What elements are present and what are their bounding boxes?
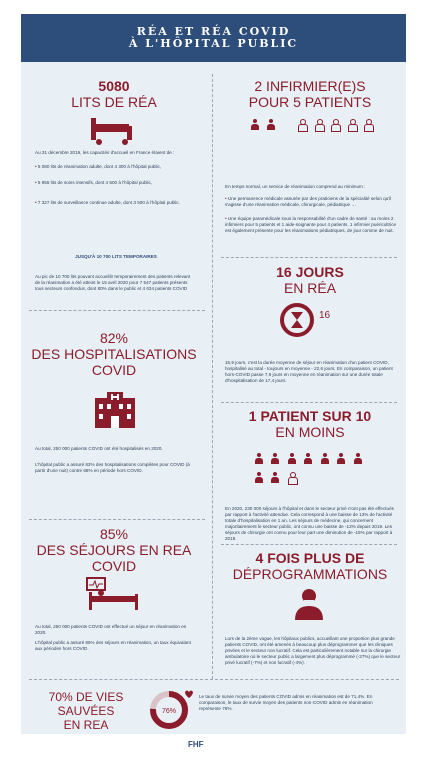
fewer-title-line1: 1 PATIENT SUR 10: [248, 408, 372, 424]
nurses-title-line2: POUR 5 PATIENTS: [248, 94, 372, 110]
hourglass-clock-icon: 16: [280, 303, 331, 337]
rea-paragraph-2: L'hôpital public a assuré 85% des séjour…: [35, 640, 191, 651]
patient-icon: [314, 119, 325, 132]
nurses-bullet-1-text: Une permanence médicale assurée par des …: [225, 196, 392, 207]
beds-intro: Au 31 décembre 2019, les capacités d'acc…: [35, 150, 175, 155]
section-nurses: 2 INFIRMIER(E)S POUR 5 PATIENTS En temps…: [217, 78, 403, 233]
temporary-beds-paragraph: Au pic de 10 700 lits pouvant accueillir…: [35, 274, 191, 291]
survival-paragraph: Le taux de survie moyen des patients COV…: [199, 694, 373, 711]
days-title-line2: EN RÉA: [283, 280, 337, 296]
patient-icon: [330, 119, 342, 132]
divider: [221, 402, 397, 403]
divider: [29, 679, 399, 680]
beds-bullet-1-text: 5 080 lits de réanimation adulte, dont 4…: [37, 164, 162, 169]
section-beds: 5080 LITS DE RÉA Au 31 décembre 2019, le…: [21, 78, 207, 291]
header-banner: RÉA ET RÉA COVID À L'HÔPITAL PUBLIC: [21, 14, 406, 62]
beds-bullet-3: • 7 327 lits de surveillance continue ad…: [35, 200, 180, 205]
section-survival: 70% DE VIES SAUVÉES EN REA 76% Le taux d…: [21, 682, 406, 734]
patient-icon: [320, 453, 330, 465]
days-badge: 16: [319, 310, 331, 321]
survival-title-line1: 70% DE VIES: [48, 690, 124, 704]
survival-title-line2: SAUVÉES: [57, 704, 115, 718]
patient-icon: [287, 453, 297, 465]
patient-icon: [336, 453, 346, 465]
days-paragraph: 15,9 jours, c'est la durée moyenne de sé…: [225, 360, 393, 383]
nurses-intro: En temps normal, un service de réanimati…: [225, 184, 366, 189]
section-rea-stays: 85% DES SÉJOURS EN REA COVID Au total, 2…: [21, 526, 207, 651]
nurses-bullet-2-text: Une équipe paramédicale sous la responsa…: [225, 216, 397, 233]
nurses-title-line1: 2 INFIRMIER(E)S: [254, 78, 366, 94]
bed-icon: [91, 118, 132, 145]
survival-donut-chart: 76%: [150, 690, 193, 729]
fhf-logo: FHF: [188, 740, 204, 749]
rea-title-line3: COVID: [91, 558, 137, 574]
divider: [29, 519, 205, 520]
beds-title-number: 5080: [98, 78, 130, 94]
banner-title-line2: À L'HÔPITAL PUBLIC: [128, 37, 299, 50]
column-divider: [212, 74, 213, 679]
patient-icon: [254, 472, 264, 484]
patients-grid: [253, 452, 373, 490]
patient-icon: [347, 119, 358, 132]
deprog-title-line2: DÉPROGRAMMATIONS: [232, 566, 388, 582]
survival-title: 70% DE VIES SAUVÉES EN REA: [31, 690, 141, 732]
fewer-paragraph: En 2020, 230 000 séjours à l'hôpital et …: [225, 506, 394, 541]
divider: [29, 310, 205, 311]
deprog-title-line1: 4 FOIS PLUS DE: [255, 550, 365, 566]
hospital-building-icon: [95, 392, 135, 428]
hosp-title-number: 82%: [99, 330, 129, 346]
doctor-icon: [295, 589, 323, 620]
patient-icon: [363, 119, 375, 132]
nurses-bullet-2: • Une équipe paramédicale sous la respon…: [225, 216, 397, 233]
hosp-title-line3: COVID: [91, 362, 137, 378]
nurse-icon: [266, 119, 276, 131]
days-title-line1: 16 JOURS: [276, 264, 344, 280]
nurses-bullet-1: • Une permanence médicale assurée par de…: [225, 196, 392, 207]
crossed-patient-icon: [287, 472, 298, 485]
patient-icon: [270, 472, 280, 484]
section-deprogramming: 4 FOIS PLUS DE DÉPROGRAMMATIONS Lors de …: [217, 550, 403, 665]
section-days: 16 JOURS EN RÉA 16 15,9 jours, c'est la …: [217, 264, 403, 383]
patient-icon: [303, 453, 313, 465]
survival-title-line3: EN REA: [63, 718, 109, 732]
fewer-title-line2: EN MOINS: [275, 424, 345, 440]
patient-icon: [353, 453, 363, 465]
icu-bed-icon: [86, 577, 138, 610]
beds-bullet-2: • 5 955 lits de soins intensifs, dont 4 …: [35, 180, 153, 185]
hosp-paragraph-1: Au total, 250 000 patients COVID ont été…: [35, 446, 163, 451]
beds-bullet-3-text: 7 327 lits de surveillance continue adul…: [37, 200, 180, 205]
hosp-title-line2: DES HOSPITALISATIONS: [31, 346, 197, 362]
divider: [221, 257, 397, 258]
content-panel: RÉA ET RÉA COVID À L'HÔPITAL PUBLIC 5080…: [21, 14, 406, 734]
patient-icon: [297, 119, 309, 132]
rea-title-number: 85%: [99, 526, 129, 542]
divider: [221, 544, 397, 545]
nurses-patients-icon-group: [249, 118, 379, 137]
nurse-icon: [250, 119, 260, 131]
beds-bullet-2-text: 5 955 lits de soins intensifs, dont 4 50…: [37, 180, 153, 185]
patient-icon: [254, 453, 264, 465]
beds-bullet-1: • 5 080 lits de réanimation adulte, dont…: [35, 164, 162, 169]
patient-icon: [270, 453, 280, 465]
beds-title-label: LITS DE RÉA: [71, 94, 157, 110]
deprog-paragraph: Lors de la 2ème vague, les hôpitaux publ…: [225, 636, 401, 665]
section-hospitalisations: 82% DES HOSPITALISATIONS COVID Au total,…: [21, 330, 207, 473]
donut-label: 76%: [162, 708, 176, 715]
rea-paragraph-1: Au total, 250 000 patients COVID ont eff…: [35, 624, 187, 635]
hosp-paragraph-2: L'hôpital public a assuré 82% des hospit…: [35, 462, 190, 473]
section-fewer-patients: 1 PATIENT SUR 10 EN MOINS En 2020, 230 0…: [217, 408, 403, 541]
banner-title-line1: RÉA ET RÉA COVID: [136, 25, 291, 38]
rea-title-line2: DES SÉJOURS EN REA: [36, 542, 192, 558]
temporary-beds-banner: JUSQU'À 10 700 LITS TEMPORAIRES: [75, 254, 157, 259]
